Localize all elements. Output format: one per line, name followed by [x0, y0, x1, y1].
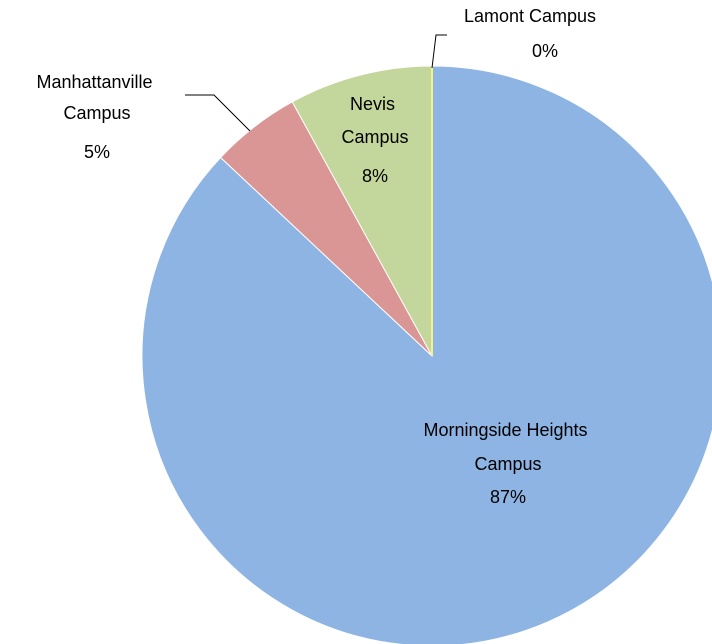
pie-slice — [141, 65, 712, 644]
slice-label-line: Campus — [63, 103, 130, 123]
slice-label: Lamont Campus — [464, 6, 596, 26]
slice-label-line: Manhattanville — [36, 72, 157, 92]
slice-label-line: Campus — [474, 454, 541, 474]
slice-label-line: Campus — [341, 127, 408, 147]
slice-value-label: 8% — [362, 166, 388, 186]
slice-label-line: Morningside Heights — [423, 420, 592, 440]
slice-value-label: 5% — [84, 142, 110, 162]
slice-label: Manhattanville Campus — [36, 72, 157, 123]
pie-slice — [291, 65, 433, 357]
leader-line — [431, 34, 447, 69]
slice-value-label: 0% — [532, 41, 558, 61]
slice-label-line: Nevis — [350, 94, 400, 114]
slice-label: Nevis Campus — [341, 94, 408, 147]
slice-label: Morningside Heights Campus — [423, 420, 592, 474]
leader-line — [185, 94, 251, 132]
slice-value-label: 87% — [490, 487, 526, 507]
